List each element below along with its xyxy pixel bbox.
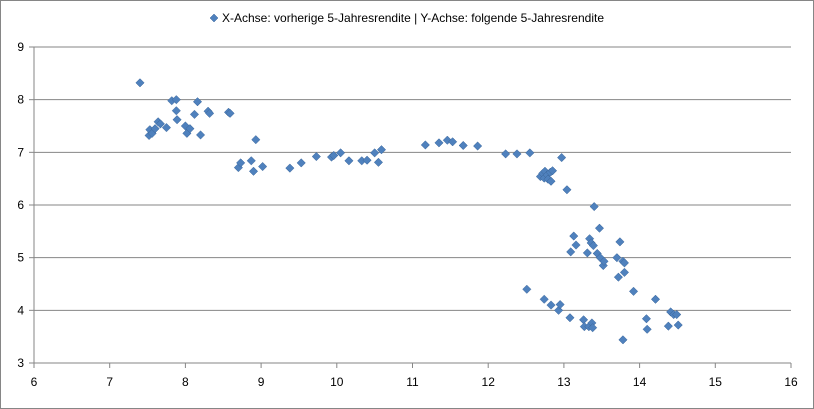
data-points [135, 78, 683, 345]
y-tick-labels: 3 4 5 6 7 8 9 [17, 40, 24, 370]
data-point [172, 115, 182, 125]
data-point [569, 231, 579, 241]
gridlines [29, 46, 792, 368]
data-point [663, 321, 673, 331]
y-tick-label: 9 [17, 40, 24, 54]
data-point [525, 148, 535, 158]
data-point [171, 95, 181, 105]
data-point [311, 151, 321, 162]
data-point [195, 130, 206, 140]
data-point [546, 300, 556, 310]
data-point [448, 137, 458, 147]
data-point [161, 123, 172, 133]
data-point [566, 247, 576, 257]
data-point [522, 284, 532, 294]
data-point [642, 324, 652, 334]
data-point [594, 223, 605, 233]
data-point [599, 256, 609, 266]
y-tick-label: 4 [17, 303, 24, 317]
data-point [370, 148, 380, 158]
y-tick-label: 5 [17, 251, 24, 265]
data-point [180, 121, 190, 131]
data-point [336, 148, 346, 158]
data-point [512, 149, 522, 159]
data-point [251, 135, 261, 145]
y-tick-label: 8 [17, 93, 24, 107]
data-point [539, 294, 549, 304]
data-point [373, 157, 383, 167]
y-tick-label: 3 [17, 356, 24, 370]
x-tick-labels: 6 7 8 9 10 11 12 13 14 15 16 [31, 375, 798, 389]
x-tick-label: 9 [258, 375, 265, 389]
data-point [362, 155, 372, 165]
data-point [344, 156, 354, 166]
legend: X-Achse: vorherige 5-Jahresrendite | Y-A… [209, 11, 604, 25]
data-point [628, 286, 639, 296]
data-point [615, 237, 625, 247]
data-point [434, 138, 444, 148]
data-point [555, 299, 565, 310]
data-point [376, 145, 387, 155]
data-point [258, 161, 268, 172]
data-point [554, 305, 564, 315]
data-point [619, 267, 630, 277]
data-point [248, 166, 259, 176]
legend-label: X-Achse: vorherige 5-Jahresrendite | Y-A… [222, 11, 604, 25]
x-tick-label: 11 [406, 375, 419, 389]
data-point [329, 150, 339, 161]
data-point [285, 163, 295, 173]
data-point [562, 185, 572, 195]
x-tick-label: 10 [330, 375, 344, 389]
data-point [135, 78, 145, 88]
data-point [579, 315, 589, 325]
data-point [150, 124, 160, 134]
data-point [205, 108, 215, 118]
data-point [185, 124, 195, 134]
data-point [612, 253, 622, 263]
data-point [246, 156, 256, 166]
data-point [236, 158, 246, 168]
data-point [547, 166, 558, 176]
data-point [565, 313, 575, 323]
x-tick-label: 14 [633, 375, 647, 389]
data-point [420, 140, 430, 150]
x-tick-label: 16 [784, 375, 798, 389]
data-point [557, 153, 567, 163]
data-point [672, 309, 682, 320]
data-point [189, 109, 200, 119]
data-point [613, 272, 623, 282]
data-point [582, 248, 592, 258]
data-point [650, 294, 661, 304]
data-point [673, 320, 683, 330]
data-point [296, 158, 306, 168]
y-tick-label: 6 [17, 198, 24, 212]
data-point [546, 176, 556, 186]
data-point [171, 106, 181, 116]
data-point [619, 258, 630, 268]
x-tick-label: 6 [31, 375, 38, 389]
data-point [588, 240, 598, 251]
data-point [225, 108, 235, 118]
data-point [192, 97, 203, 107]
data-point [641, 314, 651, 324]
data-point [458, 140, 468, 151]
axes [33, 47, 791, 364]
data-point [155, 119, 165, 129]
data-point [618, 335, 628, 345]
y-tick-label: 7 [17, 145, 24, 159]
data-point [501, 149, 511, 159]
x-tick-label: 12 [482, 375, 496, 389]
data-point [442, 135, 452, 145]
data-point [588, 323, 598, 333]
data-point [589, 202, 599, 212]
data-point [571, 240, 581, 250]
x-tick-label: 15 [709, 375, 723, 389]
x-tick-label: 13 [557, 375, 571, 389]
x-tick-label: 7 [106, 375, 113, 389]
data-point [473, 141, 483, 151]
legend-marker [209, 13, 219, 23]
x-tick-label: 8 [182, 375, 189, 389]
